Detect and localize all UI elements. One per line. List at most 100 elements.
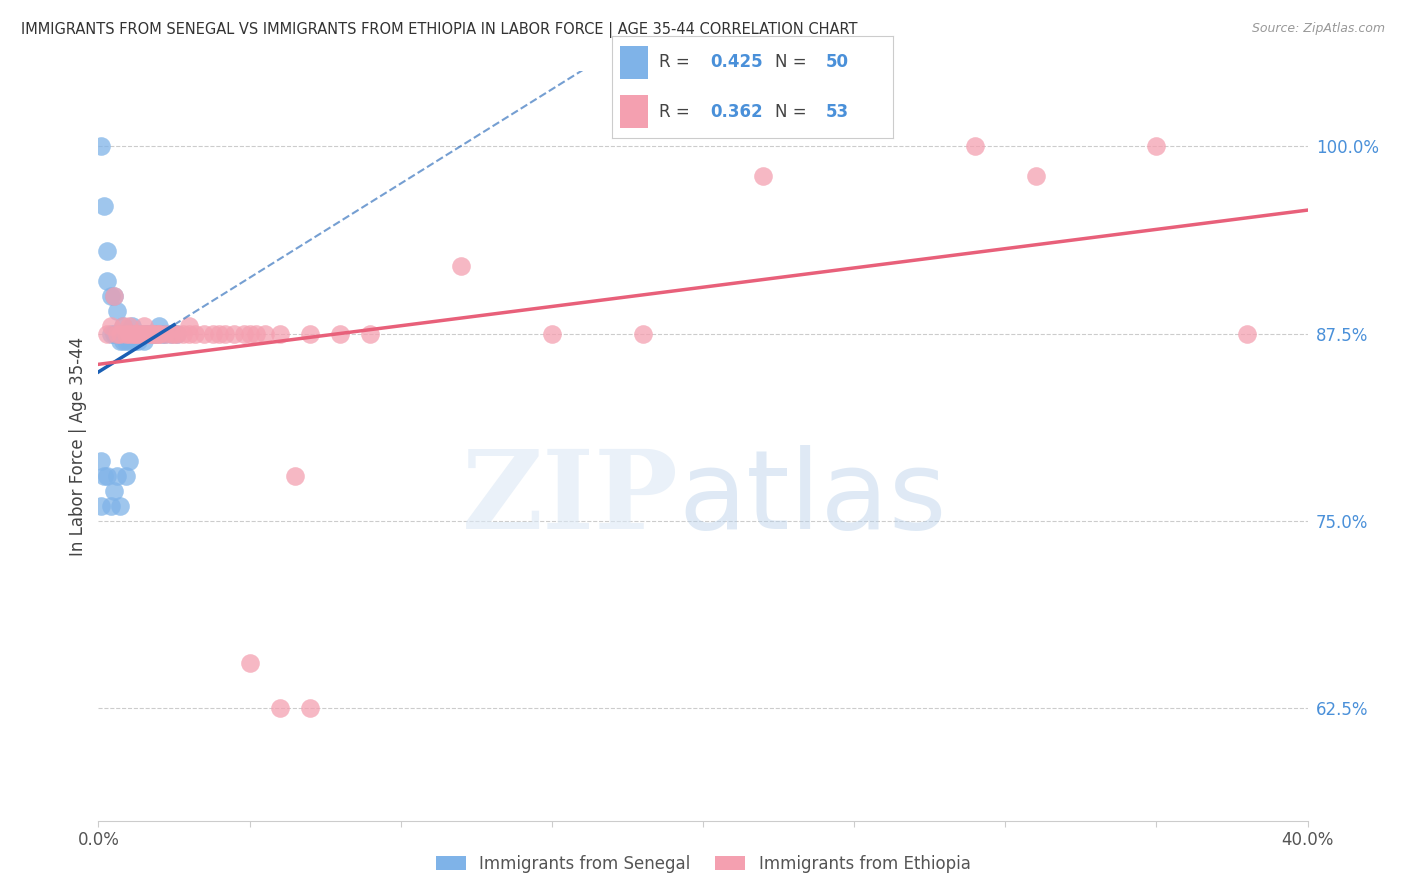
Point — [118, 326, 141, 341]
Point — [148, 319, 170, 334]
Point — [284, 469, 307, 483]
Point — [299, 701, 322, 715]
Point — [108, 334, 131, 348]
Point — [202, 326, 225, 341]
Point — [121, 319, 143, 334]
Point — [118, 334, 141, 348]
Point — [153, 326, 176, 341]
Point — [124, 334, 146, 348]
Point — [329, 326, 352, 341]
Point — [150, 326, 173, 341]
Point — [965, 139, 987, 153]
Text: N =: N = — [775, 103, 811, 120]
Point — [145, 326, 167, 341]
Point — [100, 289, 122, 303]
Point — [114, 326, 136, 341]
Point — [132, 334, 155, 348]
Point — [142, 326, 165, 341]
Point — [100, 319, 122, 334]
Text: N =: N = — [775, 54, 811, 71]
Y-axis label: In Labor Force | Age 35-44: In Labor Force | Age 35-44 — [69, 336, 87, 556]
Point — [208, 326, 231, 341]
Point — [360, 326, 382, 341]
Point — [118, 326, 141, 341]
Point — [90, 139, 112, 153]
Point — [103, 289, 125, 303]
Point — [142, 326, 165, 341]
Point — [752, 169, 775, 184]
Point — [450, 259, 472, 273]
Point — [1144, 139, 1167, 153]
Point — [114, 334, 136, 348]
Text: ZIP: ZIP — [463, 445, 679, 552]
Bar — [620, 45, 648, 78]
Point — [540, 326, 562, 341]
Point — [145, 326, 167, 341]
Point — [121, 326, 143, 341]
Text: R =: R = — [659, 54, 696, 71]
Point — [103, 483, 125, 498]
Point — [105, 469, 128, 483]
Point — [224, 326, 246, 341]
Point — [253, 326, 276, 341]
Point — [239, 326, 262, 341]
Point — [108, 326, 131, 341]
Point — [118, 326, 141, 341]
Point — [132, 326, 155, 341]
Point — [96, 274, 118, 288]
Point — [129, 326, 152, 341]
Point — [121, 326, 143, 341]
Point — [132, 326, 155, 341]
Point — [127, 326, 149, 341]
Point — [160, 326, 183, 341]
Point — [100, 326, 122, 341]
Point — [96, 469, 118, 483]
Point — [100, 499, 122, 513]
Text: 0.425: 0.425 — [710, 54, 762, 71]
Point — [269, 326, 291, 341]
Point — [166, 326, 188, 341]
Point — [1024, 169, 1046, 184]
Point — [108, 499, 131, 513]
Point — [124, 326, 146, 341]
Point — [179, 319, 201, 334]
Point — [299, 326, 322, 341]
Bar — [620, 95, 648, 128]
Point — [111, 326, 134, 341]
Point — [108, 326, 131, 341]
Text: atlas: atlas — [679, 445, 948, 552]
Point — [127, 334, 149, 348]
Point — [124, 326, 146, 341]
Point — [127, 326, 149, 341]
Point — [142, 326, 165, 341]
Point — [129, 326, 152, 341]
Point — [193, 326, 215, 341]
Text: 53: 53 — [825, 103, 848, 120]
Point — [135, 326, 157, 341]
Text: Source: ZipAtlas.com: Source: ZipAtlas.com — [1251, 22, 1385, 36]
Point — [239, 657, 262, 671]
Point — [111, 319, 134, 334]
Point — [114, 469, 136, 483]
Point — [179, 326, 201, 341]
Point — [166, 326, 188, 341]
Point — [105, 304, 128, 318]
Point — [132, 319, 155, 334]
Point — [124, 326, 146, 341]
Text: 0.362: 0.362 — [710, 103, 762, 120]
Point — [93, 469, 115, 483]
Point — [96, 326, 118, 341]
Point — [232, 326, 254, 341]
Point — [148, 326, 170, 341]
Point — [139, 326, 162, 341]
Point — [93, 199, 115, 213]
Point — [163, 326, 186, 341]
Point — [118, 454, 141, 468]
Text: 50: 50 — [825, 54, 848, 71]
Point — [172, 326, 194, 341]
Point — [114, 326, 136, 341]
Point — [103, 326, 125, 341]
Point — [105, 326, 128, 341]
Point — [96, 244, 118, 259]
Point — [114, 326, 136, 341]
